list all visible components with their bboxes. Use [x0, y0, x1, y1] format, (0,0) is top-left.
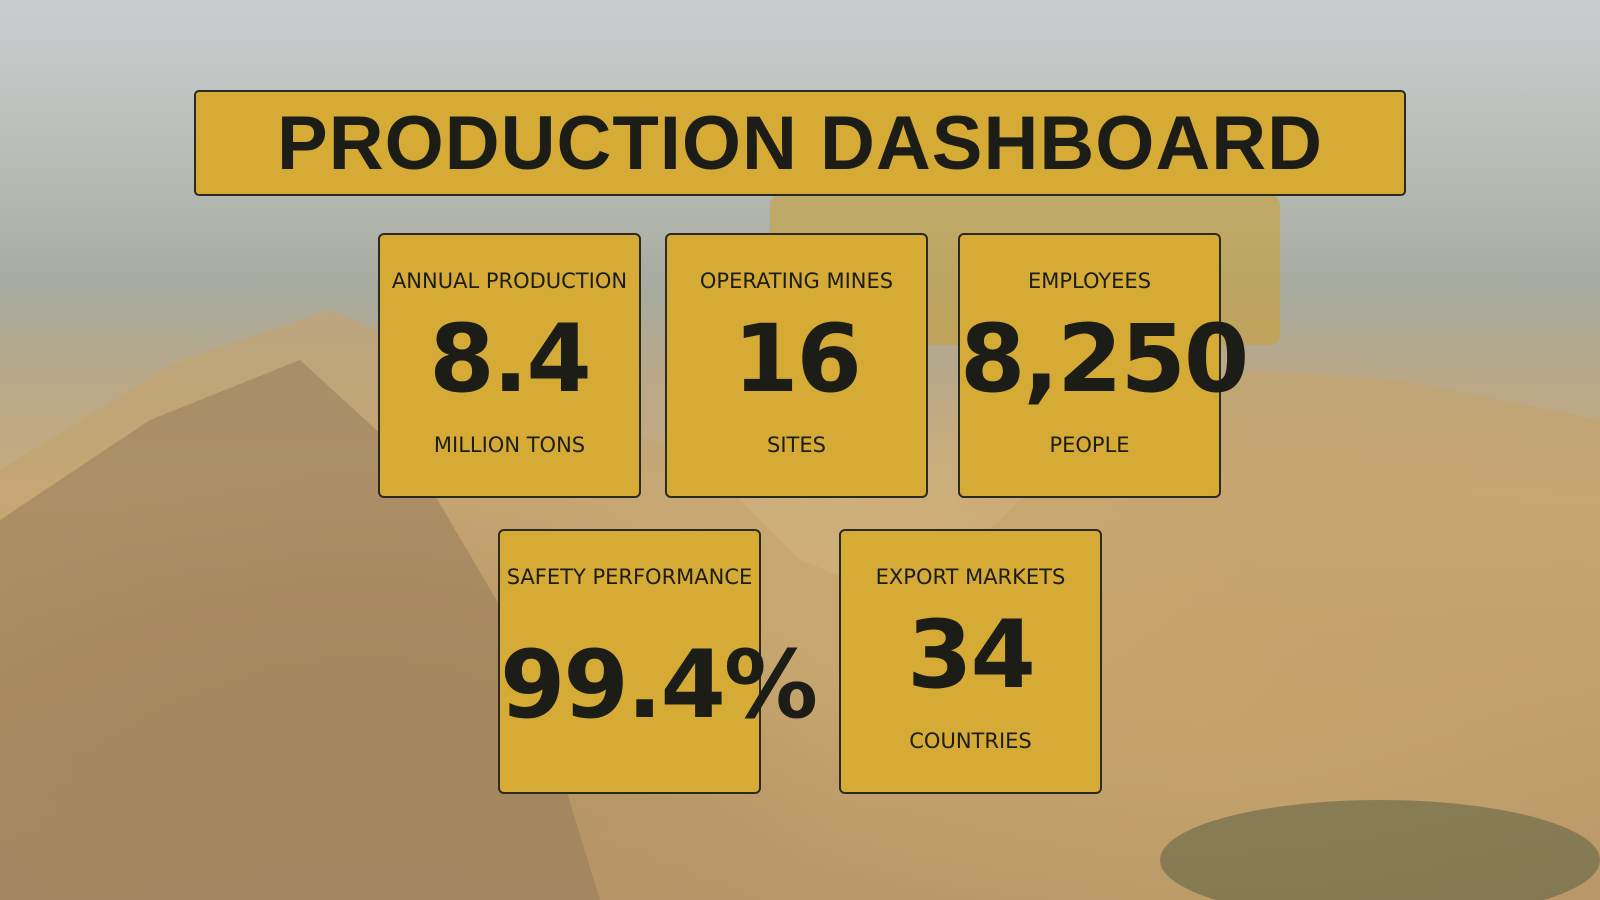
kpi-unit: COUNTRIES: [909, 729, 1032, 753]
kpi-value: 34: [907, 601, 1036, 710]
kpi-unit: SITES: [767, 433, 826, 457]
kpi-value: 8.4: [429, 305, 592, 414]
kpi-value: 99.4%: [500, 631, 818, 740]
kpi-card: SAFETY PERFORMANCE 99.4%: [498, 529, 818, 794]
kpi-label: SAFETY PERFORMANCE: [506, 565, 753, 589]
kpi-label: EXPORT MARKETS: [875, 565, 1066, 589]
kpi-label: ANNUAL PRODUCTION: [391, 269, 628, 293]
kpi-value: 8,250: [960, 305, 1249, 414]
kpi-card: ANNUAL PRODUCTION 8.4 MILLION TONS: [378, 233, 641, 498]
title: PRODUCTION DASHBOARD: [277, 100, 1323, 186]
kpi-value: 16: [733, 305, 862, 414]
kpi-card: OPERATING MINES 16 SITES: [665, 233, 928, 498]
kpi-card: EMPLOYEES 8,250 PEOPLE: [958, 233, 1249, 498]
kpi-label: EMPLOYEES: [1027, 269, 1152, 293]
kpi-unit: MILLION TONS: [433, 433, 586, 457]
kpi-unit: PEOPLE: [1049, 433, 1130, 457]
kpi-card: EXPORT MARKETS 34 COUNTRIES: [839, 529, 1102, 794]
title-banner: PRODUCTION DASHBOARD: [194, 90, 1406, 196]
kpi-label: OPERATING MINES: [699, 269, 894, 293]
